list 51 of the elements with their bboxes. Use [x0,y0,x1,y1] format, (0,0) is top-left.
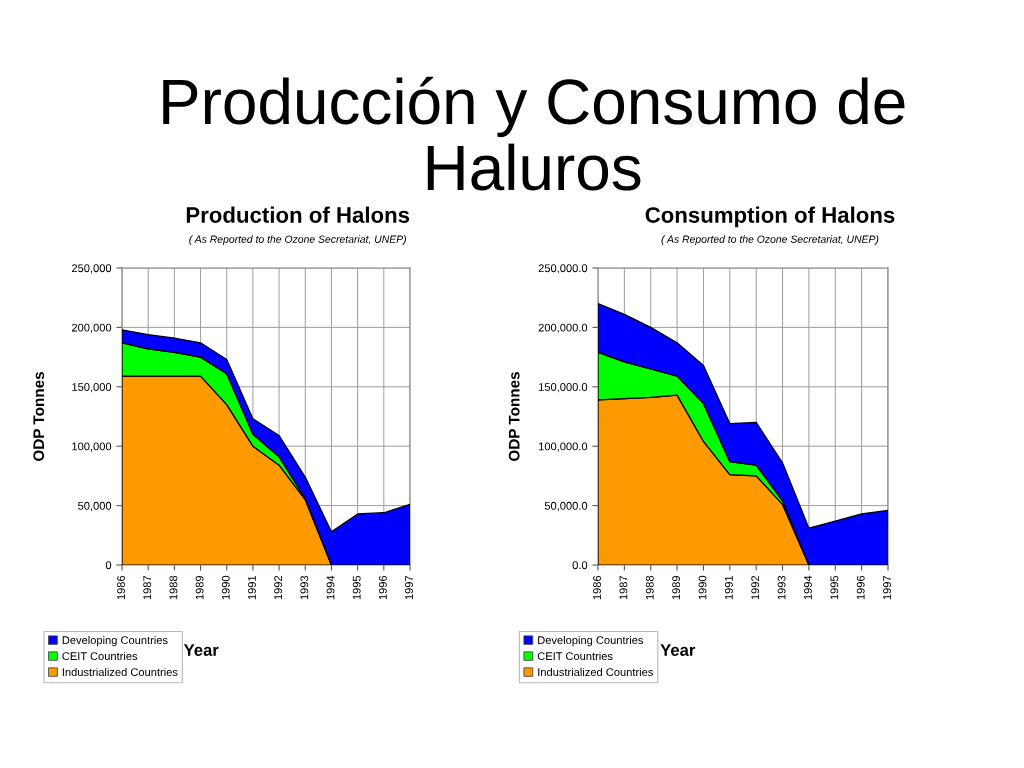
x-tick-label: 1989 [672,575,681,600]
x-tick-label: 1988 [169,575,178,600]
chart-title: Consumption of Halons [645,206,895,228]
x-tick-label: 1990 [698,575,707,600]
legend-label: Industrialized Countries [538,667,653,677]
x-tick-label: 1986 [117,575,125,600]
x-tick-label: 1987 [143,575,152,600]
y-tick-label: 200,000.0 [538,323,588,333]
x-tick-label: 1994 [326,575,335,600]
x-axis-title: Year [183,644,219,656]
x-tick-label: 1995 [352,575,361,600]
y-tick-label: 250,000.0 [538,264,588,274]
x-tick-label: 1993 [777,575,786,600]
legend-label: Developing Countries [538,635,644,647]
x-tick-label: 1997 [405,575,413,600]
x-tick-label: 1988 [645,575,654,600]
x-tick-label: 1990 [221,575,230,600]
legend-label: Developing Countries [62,635,168,647]
legend-label: CEIT Countries [537,651,613,661]
x-tick-label: 1994 [804,575,812,600]
x-tick-label: 1991 [724,575,733,600]
x-tick-label: 1986 [593,575,601,600]
legend-label: Industrialized Countries [62,667,178,677]
x-tick-label: 1992 [274,575,283,600]
x-tick-label: 1993 [300,575,309,600]
x-tick-label: 1997 [883,575,891,600]
y-tick-label: 100,000 [72,442,112,452]
chart-subtitle: ( As Reported to the Ozone Secretariat, UNEP) [661,235,879,245]
y-tick-label: 150,000 [72,383,112,393]
x-tick-label: 1996 [378,575,387,600]
x-tick-label: 1992 [751,575,760,600]
y-axis-title: ODP Tonnes [33,371,45,462]
x-tick-label: 1995 [830,575,839,600]
y-axis-title: ODP Tonnes [508,371,520,462]
y-tick-label: 250,000 [71,264,112,274]
y-tick-label: 50,000.0 [544,501,588,512]
y-tick-label: 150,000.0 [539,383,588,393]
chart-subtitle: ( As Reported to the Ozone Secretariat, UNEP) [189,235,406,245]
y-tick-label: 50,000 [78,501,112,512]
y-tick-label: 100,000.0 [539,442,588,452]
legend-label: CEIT Countries [62,651,138,661]
x-axis-title: Year [660,644,696,656]
y-tick-label: 0 [105,561,112,570]
x-tick-label: 1989 [195,575,204,600]
x-tick-label: 1996 [856,575,865,600]
y-tick-label: 200,000 [71,323,112,333]
chart-title: Production of Halons [186,206,410,223]
x-tick-label: 1991 [248,575,256,600]
y-tick-label: 0.0 [572,561,588,570]
x-tick-label: 1987 [619,575,628,600]
text: Producción y Consumo de Haluros [163,76,905,191]
